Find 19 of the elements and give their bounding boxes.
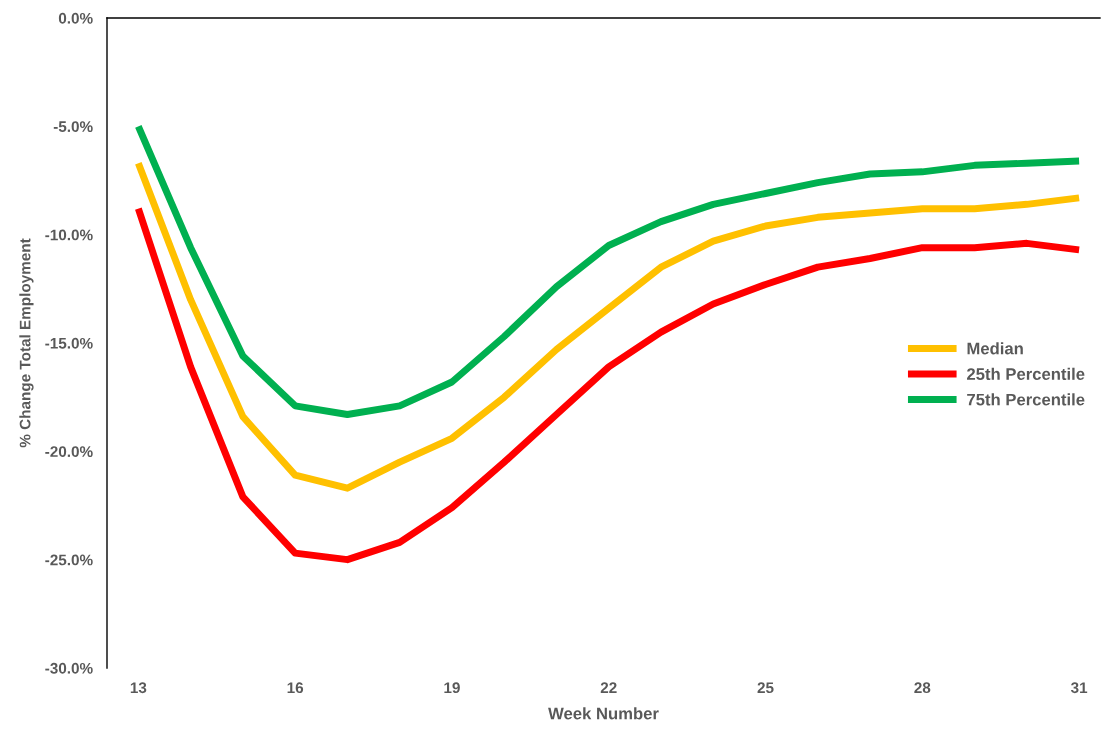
legend-label: Median [967, 342, 1023, 355]
x-tick-label: 13 [130, 682, 147, 694]
legend-label: 25th Percentile [967, 367, 1085, 380]
legend-label: 75th Percentile [967, 393, 1085, 406]
y-tick-label: 0.0% [58, 12, 93, 24]
x-tick-label: 22 [600, 682, 617, 693]
x-axis-title: Week Number [548, 707, 659, 720]
y-tick-label: -25.0% [45, 554, 93, 566]
y-tick-label: -10.0% [45, 229, 93, 241]
x-tick-label: 19 [444, 682, 460, 694]
x-tick-label: 25 [757, 682, 774, 694]
y-axis-title: % Change Total Employment [19, 238, 34, 448]
x-tick-label: 31 [1070, 682, 1088, 694]
x-tick-label: 28 [914, 682, 931, 694]
y-tick-label: -20.0% [45, 446, 93, 458]
y-tick-label: -5.0% [53, 121, 93, 133]
y-tick-label: -15.0% [45, 337, 93, 349]
x-tick-label: 16 [287, 682, 304, 694]
y-tick-label: -30.0% [45, 662, 93, 674]
